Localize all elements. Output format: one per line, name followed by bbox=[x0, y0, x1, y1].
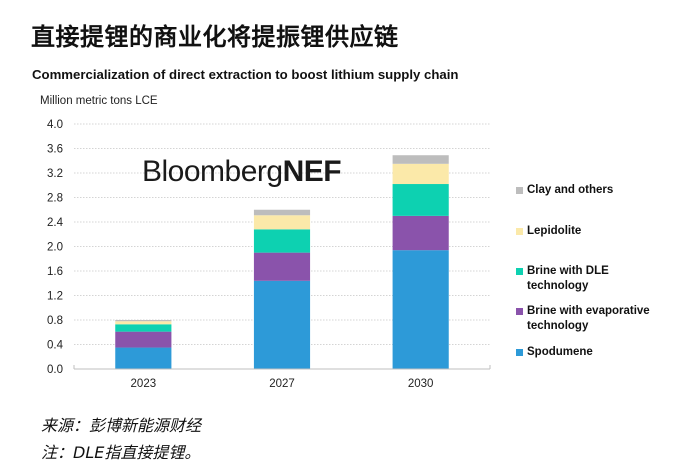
legend-item: Brine with DLE technology bbox=[516, 264, 667, 294]
y-tick-label: 3.6 bbox=[47, 144, 63, 156]
bar-segment-brine-with-evaporative-technology-2027 bbox=[253, 252, 311, 281]
y-tick-label: 3.2 bbox=[47, 168, 63, 180]
legend-label: Lepidolite bbox=[527, 225, 582, 237]
legend-swatch bbox=[516, 268, 523, 275]
legend-label: Spodumene bbox=[527, 346, 593, 358]
x-tick-label: 2023 bbox=[131, 378, 157, 390]
y-axis-ticks: 0.0 0.4 0.8 1.2 1.6 2.0 2.4 2.8 3.2 3.6 4.0 bbox=[47, 119, 64, 376]
bar-segment-clay-and-others-2027 bbox=[253, 209, 311, 216]
bars bbox=[115, 155, 449, 369]
legend-item: Brine with evaporative technology bbox=[516, 304, 667, 334]
y-tick-label: 2.0 bbox=[47, 242, 63, 254]
x-tick-label: 2027 bbox=[269, 378, 295, 390]
legend-swatch bbox=[516, 349, 523, 356]
legend-label: Clay and others bbox=[527, 184, 614, 196]
x-axis bbox=[73, 365, 491, 370]
footnote: 注：DLE指直接提锂。 bbox=[41, 443, 201, 462]
bloombergnef-logo: BloombergNEF bbox=[142, 155, 342, 189]
legend-label: Brine with DLE technology bbox=[527, 265, 609, 292]
bar-segment-brine-with-dle-technology-2023 bbox=[115, 324, 172, 332]
bar-segment-clay-and-others-2023 bbox=[115, 320, 172, 322]
logo-text-nef: NEF bbox=[282, 155, 342, 188]
y-tick-label: 4.0 bbox=[47, 119, 63, 131]
y-tick-label: 1.6 bbox=[47, 266, 63, 278]
y-tick-label: 0.4 bbox=[47, 340, 64, 352]
legend-item: Spodumene bbox=[516, 345, 667, 360]
chart-title: Commercialization of direct extraction t… bbox=[32, 67, 459, 82]
bar-segment-lepidolite-2030 bbox=[392, 163, 449, 185]
bar-segment-brine-with-dle-technology-2030 bbox=[392, 184, 449, 216]
page-title: 直接提锂的商业化将提振锂供应链 bbox=[31, 23, 399, 51]
legend-swatch bbox=[516, 228, 523, 235]
bar-segment-brine-with-dle-technology-2027 bbox=[253, 229, 311, 253]
y-tick-label: 2.4 bbox=[47, 217, 64, 229]
x-tick-label: 2030 bbox=[408, 378, 434, 390]
bar-segment-brine-with-evaporative-technology-2030 bbox=[392, 215, 449, 251]
bar-segment-lepidolite-2023 bbox=[115, 321, 172, 325]
y-tick-label: 1.2 bbox=[47, 291, 63, 303]
logo-text-bloomberg: Bloomberg bbox=[142, 155, 283, 188]
bar-segment-brine-with-evaporative-technology-2023 bbox=[115, 331, 172, 348]
y-tick-label: 0.0 bbox=[47, 364, 63, 376]
bar-segment-clay-and-others-2030 bbox=[392, 155, 449, 164]
x-axis-ticks: 2023 2027 2030 bbox=[131, 378, 434, 390]
source-note: 来源：彭博新能源财经 bbox=[41, 416, 202, 435]
legend-swatch bbox=[516, 308, 523, 315]
legend-label: Brine with evaporative technology bbox=[527, 305, 650, 332]
legend-swatch bbox=[516, 187, 523, 194]
bar-segment-spodumene-2030 bbox=[392, 250, 449, 369]
legend-item: Clay and others bbox=[516, 183, 667, 198]
bar-segment-spodumene-2023 bbox=[115, 347, 172, 369]
y-tick-label: 2.8 bbox=[47, 193, 63, 205]
y-tick-label: 0.8 bbox=[47, 315, 63, 327]
bar-segment-lepidolite-2027 bbox=[253, 215, 311, 230]
y-axis-label: Million metric tons LCE bbox=[40, 95, 158, 107]
bar-segment-spodumene-2027 bbox=[253, 280, 311, 369]
legend-item: Lepidolite bbox=[516, 224, 667, 239]
